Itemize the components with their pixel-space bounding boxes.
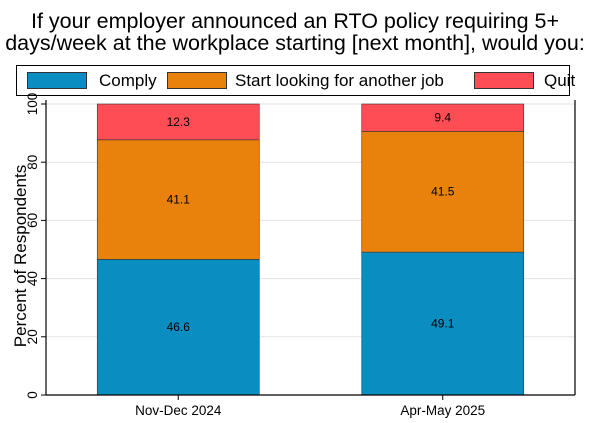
- bar-segment-comply-nov-dec-2024: [96, 259, 260, 396]
- data-label-quit-apr-may-2025: 9.4: [434, 111, 451, 125]
- bar-segment-quit-nov-dec-2024: [96, 103, 260, 141]
- y-tick-label-0: 0: [25, 391, 40, 399]
- chart-title-line-1: If your employer announced an RTO policy…: [30, 9, 560, 33]
- legend-label-quit: Quit: [544, 71, 576, 90]
- data-label-comply-nov-dec-2024: 46.6: [167, 320, 191, 334]
- chart-title: If your employer announced an RTO policy…: [0, 10, 590, 54]
- data-label-start-looking-for-another-job-nov-dec-2024: 41.1: [167, 193, 191, 207]
- y-tick-label-80: 80: [25, 155, 40, 170]
- y-axis-label: Percent of Respondents: [11, 165, 30, 347]
- bar-segments: [96, 103, 525, 396]
- chart-title-line-2: days/week at the workplace starting [nex…: [5, 31, 585, 55]
- data-label-quit-nov-dec-2024: 12.3: [167, 115, 191, 129]
- data-label-comply-apr-may-2025: 49.1: [431, 317, 455, 331]
- x-tick-label-apr-may-2025: Apr-May 2025: [400, 403, 485, 418]
- y-tick-label-40: 40: [25, 271, 40, 286]
- chart-legend: Comply Start looking for another job Qui…: [16, 65, 575, 96]
- y-tick-label-100: 100: [25, 93, 40, 116]
- bar-segment-start-looking-for-another-job-apr-may-2025: [361, 131, 525, 253]
- legend-swatch-quit: [474, 72, 534, 89]
- x-tick-label-nov-dec-2024: Nov-Dec 2024: [135, 403, 222, 418]
- y-tick-label-20: 20: [25, 329, 40, 344]
- legend-swatch-comply: [27, 72, 87, 89]
- bar-segment-start-looking-for-another-job-nov-dec-2024: [96, 139, 260, 260]
- legend-label-comply: Comply: [99, 71, 157, 90]
- axes: Nov-Dec 2024 Apr-May 2025 0 20 40 60 80 100: [25, 93, 576, 418]
- bar-segment-quit-apr-may-2025: [361, 103, 525, 132]
- legend-label-start-looking: Start looking for another job: [235, 71, 444, 90]
- data-label-start-looking-for-another-job-apr-may-2025: 41.5: [431, 185, 455, 199]
- legend-swatch-start-looking: [167, 72, 227, 89]
- data-labels: 46.6 41.1 12.3 49.1 41.5 9.4: [167, 111, 455, 335]
- y-tick-label-60: 60: [25, 213, 40, 228]
